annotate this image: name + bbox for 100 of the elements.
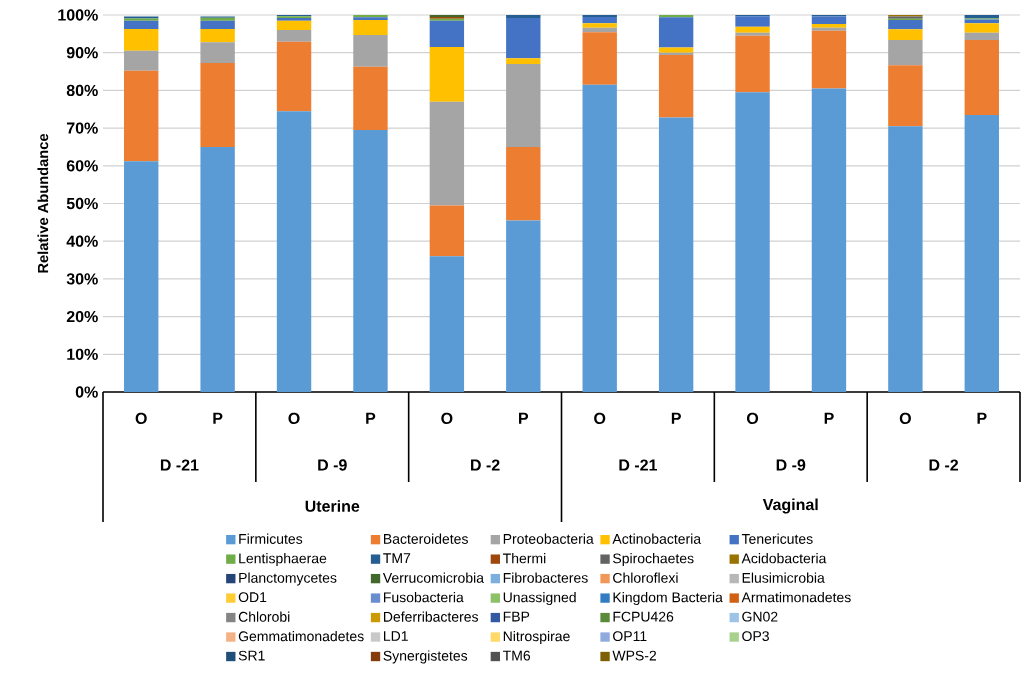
bar: [582, 32, 617, 85]
legend-label: FCPU426: [613, 611, 674, 622]
bar: [200, 62, 235, 147]
text: D -2: [929, 459, 959, 471]
bar: [964, 23, 999, 33]
bar: [735, 26, 770, 33]
bar: [811, 16, 847, 25]
legend-label: Lentisphaerae: [239, 553, 327, 567]
bar: [582, 16, 617, 24]
bar: [888, 65, 923, 127]
bar: [658, 117, 694, 392]
bar: [888, 19, 923, 30]
legend-label: Fusobacteria: [384, 592, 464, 603]
bar: [658, 54, 694, 118]
y-tick-label: 90%: [66, 47, 98, 59]
bar: [429, 101, 465, 206]
bar: [200, 42, 235, 63]
legend-label: Tenericutes: [741, 533, 813, 544]
y-tick-label: 60%: [66, 160, 98, 172]
bar: [506, 58, 541, 65]
y-tick-label: 70%: [66, 122, 98, 134]
legend-label: Actinobacteria: [612, 533, 702, 544]
bar: [429, 47, 465, 102]
legend-label: Elusimicrobia: [742, 572, 825, 583]
x-tick-label: O: [441, 412, 453, 425]
x-tick-label: P: [824, 412, 834, 424]
bar: [582, 23, 617, 28]
bar: [276, 111, 312, 392]
legend-label: Kingdom Bacteria: [613, 592, 723, 606]
legend-label: GN02: [742, 611, 778, 622]
y-tick-label: 50%: [66, 197, 98, 210]
bar: [888, 39, 923, 66]
bar: [888, 126, 923, 392]
bar: [124, 50, 159, 71]
legend-label: Planctomycetes: [239, 572, 337, 586]
y-tick-label: 30%: [66, 273, 98, 285]
legend-label: Verrucomicrobia: [382, 572, 484, 583]
legend-label: TM7: [383, 553, 411, 563]
bar: [658, 17, 694, 48]
legend-label: Unassigned: [503, 592, 576, 606]
legend-label: Gemmatimonadetes: [238, 630, 364, 642]
legend-label: WPS-2: [612, 650, 657, 661]
bar: [735, 16, 770, 27]
text: D -21: [619, 459, 658, 471]
bar: [506, 15, 541, 19]
bar: [811, 30, 847, 89]
legend-label: LD1: [384, 631, 408, 641]
legend-label: OP11: [613, 631, 647, 642]
legend-label: Firmicutes: [239, 533, 303, 544]
y-tick-label: 40%: [66, 235, 98, 247]
bar: [964, 39, 999, 115]
legend-label: SR1: [238, 650, 265, 661]
bar: [964, 32, 999, 40]
text: Uterine: [305, 500, 360, 512]
bar: [200, 20, 235, 29]
text: D -9: [318, 459, 347, 471]
bar: [506, 220, 541, 392]
bar: [353, 34, 388, 67]
bar: [506, 64, 541, 147]
x-tick-label: O: [288, 412, 300, 425]
x-tick-label: O: [746, 412, 759, 425]
bar: [124, 70, 159, 162]
text: D -21: [160, 459, 199, 471]
x-tick-label: P: [977, 412, 987, 424]
legend-label: Chloroflexi: [613, 572, 678, 583]
y-tick-label: 10%: [67, 348, 98, 360]
x-tick-label: O: [899, 412, 911, 425]
bar: [276, 20, 312, 31]
y-tick-label: 0%: [75, 386, 98, 398]
bar: [124, 28, 159, 51]
bar: [506, 146, 541, 221]
x-tick-label: O: [135, 412, 147, 425]
text: D -2: [471, 459, 500, 471]
legend-label: Spirochaetes: [613, 553, 694, 567]
bar: [506, 18, 541, 59]
bar: [582, 84, 617, 392]
bar: [124, 161, 159, 392]
bar: [429, 205, 465, 257]
legend-label: Bacteroidetes: [384, 533, 468, 544]
legend-label: Proteobacteria: [503, 533, 594, 544]
x-tick-label: P: [671, 412, 681, 424]
bar: [658, 47, 694, 53]
bar: [200, 146, 235, 392]
bar: [964, 114, 999, 392]
legend-label: Nitrospirae: [503, 630, 570, 645]
legend-label: OP3: [742, 631, 769, 642]
x-tick-label: O: [594, 412, 606, 425]
bar: [429, 256, 465, 392]
legend-label: Chlorobi: [238, 611, 290, 622]
y-axis-title: Relative Abundance: [37, 133, 49, 273]
y-tick-label: 80%: [66, 84, 98, 97]
y-tick-label: 20%: [66, 310, 98, 323]
legend-label: Synergistetes: [383, 650, 468, 664]
bar: [353, 66, 388, 130]
x-tick-label: P: [366, 412, 376, 424]
text: Vaginal: [762, 498, 818, 514]
x-tick-label: P: [213, 412, 223, 424]
y-tick-label: 100%: [58, 9, 98, 21]
bar: [888, 29, 923, 40]
bar: [735, 35, 770, 93]
